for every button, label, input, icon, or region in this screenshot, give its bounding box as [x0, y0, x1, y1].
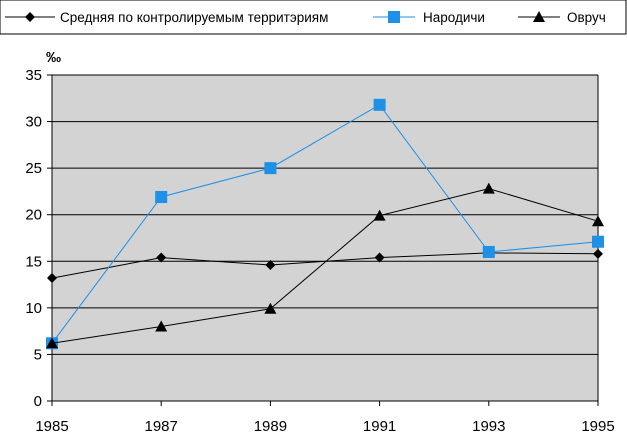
series-line-2 — [51, 188, 599, 344]
y-tick-label: 15 — [25, 253, 42, 270]
data-point-triangle — [46, 337, 58, 349]
y-tick-label: 30 — [25, 114, 42, 131]
legend-label-1: Народичи — [423, 10, 485, 25]
legend: Средняя по контролируемым территэриям На… — [0, 0, 627, 35]
data-point-triangle — [373, 209, 386, 221]
series-line-1 — [51, 104, 599, 344]
y-tick-label: 10 — [25, 300, 42, 317]
data-point-triangle — [264, 302, 277, 314]
data-point-square — [482, 245, 495, 258]
tick-labels: 0 5 10 15 20 25 30 35 1985 1987 1989 1991 1993 1995 — [25, 67, 614, 435]
data-point-diamond — [265, 260, 276, 271]
x-tick-label: 1987 — [145, 418, 178, 435]
data-point-triangle — [482, 182, 495, 194]
data-point-diamond — [156, 252, 167, 263]
x-tick-label: 1989 — [254, 418, 287, 435]
y-tick-label: 5 — [34, 346, 42, 363]
data-point-square — [373, 98, 386, 111]
data-point-diamond — [47, 273, 57, 284]
x-tick-label: 1995 — [581, 418, 614, 435]
data-point-diamond — [593, 248, 603, 259]
legend-marker-diamond — [25, 12, 35, 22]
y-axis-unit: ‰ — [46, 49, 61, 66]
plot-area — [52, 75, 598, 401]
x-tick-label: 1993 — [472, 418, 505, 435]
data-point-square — [592, 235, 604, 248]
y-tick-label: 20 — [25, 207, 42, 224]
series-group — [46, 98, 604, 350]
data-point-triangle — [155, 320, 168, 332]
y-tick-label: 25 — [25, 160, 42, 177]
x-tick-label: 1985 — [35, 418, 68, 435]
data-point-diamond — [374, 252, 385, 263]
y-tick-label: 35 — [25, 67, 42, 84]
data-point-square — [264, 162, 277, 175]
y-tick-label: 0 — [34, 393, 42, 410]
x-tick-label: 1991 — [363, 418, 396, 435]
legend-label-2: Овруч — [567, 10, 606, 25]
legend-marker-square — [388, 11, 400, 23]
legend-marker-triangle — [533, 11, 545, 22]
data-point-square — [155, 191, 168, 204]
series-line-0 — [51, 252, 599, 279]
legend-label-0: Средняя по контролируемым территэриям — [60, 10, 328, 25]
data-point-triangle — [592, 215, 604, 227]
